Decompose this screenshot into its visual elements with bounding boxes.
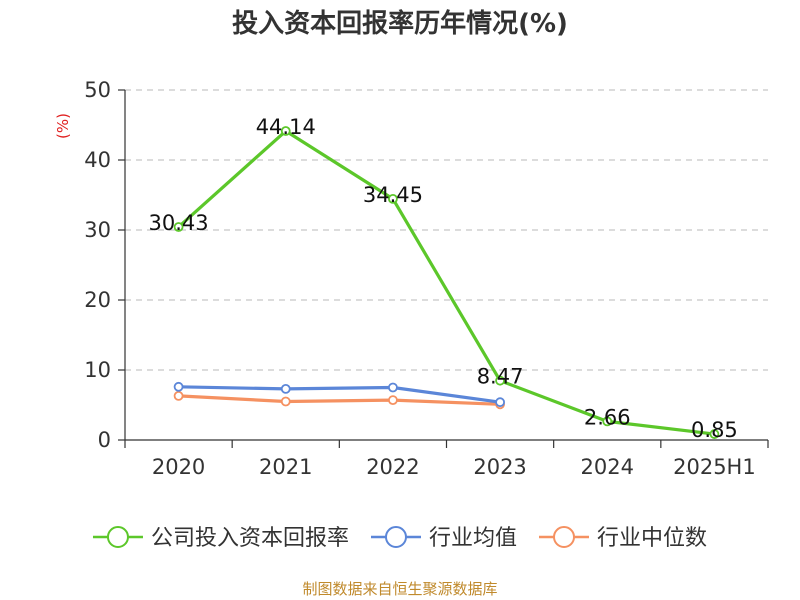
data-point	[388, 193, 398, 204]
y-tick-label: 50	[84, 78, 111, 102]
y-axis-unit: (%)	[54, 113, 72, 139]
legend-swatch-marker	[553, 526, 576, 548]
data-label: 0.85	[691, 418, 738, 442]
data-point	[602, 416, 613, 427]
y-tick-label: 30	[84, 218, 111, 242]
data-point	[388, 395, 398, 406]
x-tick-label: 2021	[259, 455, 312, 479]
axes: 0 10 20 30 40 50 2020 2021 2022 2023 2024 2025H1	[84, 78, 769, 479]
chart-title: 投入资本回报率历年情况(%)	[232, 8, 568, 39]
series-line	[178, 394, 501, 406]
data-label: 8.47	[477, 365, 524, 389]
x-tick-label: 2022	[366, 455, 419, 479]
y-tick-label: 0	[98, 428, 111, 452]
x-tick-label: 2023	[473, 455, 526, 479]
series-line	[177, 129, 715, 436]
data-point	[388, 382, 398, 393]
legend: 公司投入资本回报率 行业均值 行业中位数	[92, 526, 707, 551]
data-point	[280, 126, 291, 136]
data-point	[280, 396, 291, 407]
legend-swatch-marker	[384, 526, 407, 548]
grid-lines	[125, 89, 768, 371]
data-label: 34.45	[363, 183, 423, 207]
x-tick-label: 2025H1	[673, 455, 756, 479]
legend-swatch-marker	[106, 526, 129, 548]
data-point	[173, 381, 184, 392]
x-tick-label: 2024	[581, 455, 634, 479]
legend-label: 行业均值	[429, 526, 517, 551]
y-tick-label: 20	[84, 288, 111, 312]
data-point	[495, 375, 505, 386]
y-tick-label: 10	[84, 358, 111, 382]
data-point	[173, 222, 184, 232]
data-label: 30.43	[149, 211, 209, 235]
legend-label: 行业中位数	[597, 526, 707, 551]
y-tick-label: 40	[84, 148, 111, 172]
data-label: 2.66	[584, 405, 631, 429]
series-line	[178, 385, 501, 404]
series-layer	[173, 126, 720, 439]
data-point	[495, 397, 505, 408]
x-tick-label: 2020	[152, 455, 205, 479]
source-note: 制图数据来自恒生聚源数据库	[302, 580, 497, 598]
data-point	[709, 429, 720, 439]
legend-label: 公司投入资本回报率	[151, 526, 349, 551]
data-label: 44.14	[256, 115, 316, 139]
data-point	[280, 383, 291, 394]
data-labels: 30.43 44.14 34.45 8.47 2.66 0.85	[149, 115, 738, 442]
data-point	[173, 390, 184, 401]
